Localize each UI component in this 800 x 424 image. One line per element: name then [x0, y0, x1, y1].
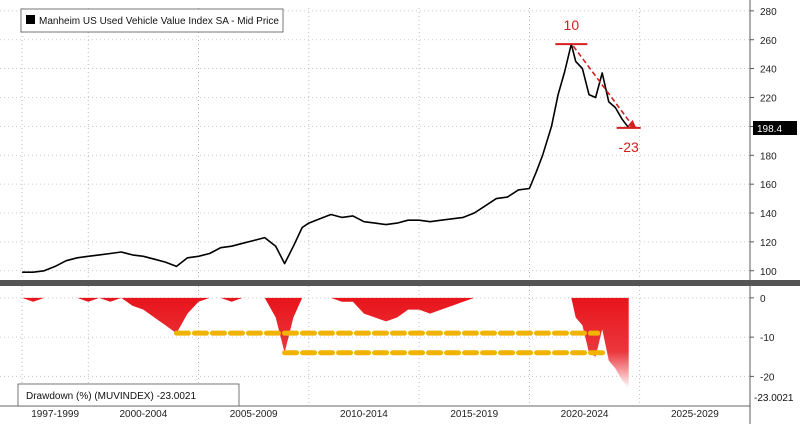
trough-annotation: -23 — [619, 139, 639, 155]
panel-separator — [0, 280, 800, 286]
x-tick-label: 2020-2024 — [561, 409, 609, 420]
last-value-label: 198.4 — [757, 124, 782, 135]
bottom-legend-box — [17, 383, 240, 407]
y-tick-label: -20 — [760, 372, 775, 383]
y-tick-label: 140 — [760, 209, 777, 220]
y-tick-label: 220 — [760, 94, 777, 105]
y-tick-label: -10 — [760, 333, 775, 344]
y-tick-label: 0 — [760, 294, 766, 305]
y-tick-label: 120 — [760, 238, 777, 249]
arrow-head — [627, 119, 637, 129]
x-tick-label: 2015-2019 — [450, 409, 498, 420]
x-tick-label: 2005-2009 — [230, 409, 278, 420]
y-tick-label: 100 — [760, 267, 777, 278]
top-legend: Manheim US Used Vehicle Value Index SA -… — [20, 8, 284, 33]
main-panel — [22, 43, 630, 273]
drawdown-area — [22, 297, 629, 389]
y-tick-label: 240 — [760, 65, 777, 76]
x-tick-label: 2010-2014 — [340, 409, 388, 420]
last-value-box — [753, 121, 797, 135]
annotations: 10 -23 — [555, 17, 641, 155]
y-tick-label: 180 — [760, 151, 777, 162]
last-value-tag: 198.4 — [753, 121, 797, 135]
y-tick-label: 260 — [760, 36, 777, 47]
grid-lines — [0, 8, 750, 406]
peak-annotation: 10 — [564, 17, 580, 33]
x-tick-label: 2000-2004 — [119, 409, 167, 420]
x-tick-label: 1997-1999 — [31, 409, 79, 420]
drawdown-last-value: -23.0021 — [754, 393, 794, 404]
drawdown-panel — [22, 297, 629, 389]
bottom-legend: Drawdown (%) (MUVINDEX) -23.0021 — [17, 383, 240, 407]
y-tick-label: 280 — [760, 7, 777, 18]
top-legend-box — [20, 8, 284, 33]
index-line — [22, 43, 630, 273]
top-legend-text: Manheim US Used Vehicle Value Index SA -… — [39, 16, 279, 27]
legend-swatch-black — [26, 15, 35, 24]
bottom-legend-text: Drawdown (%) (MUVINDEX) -23.0021 — [26, 391, 196, 402]
y-tick-label: 160 — [760, 180, 777, 191]
decline-arrow — [572, 45, 634, 127]
x-tick-label: 2025-2029 — [671, 409, 719, 420]
